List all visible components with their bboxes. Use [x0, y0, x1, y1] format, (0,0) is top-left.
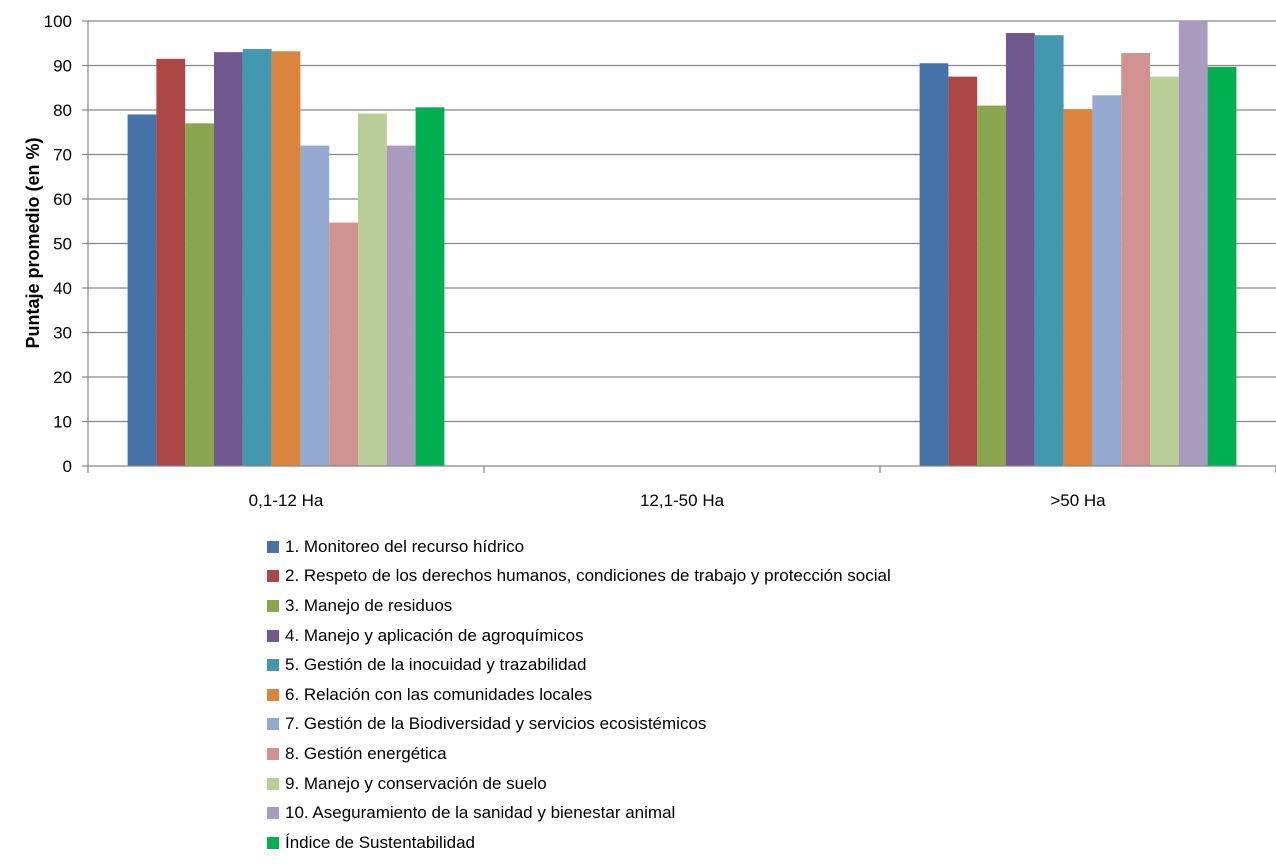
y-tick-label: 70 [53, 146, 72, 165]
legend-swatch [267, 540, 279, 553]
legend-swatch [267, 570, 279, 583]
bar [1006, 33, 1035, 466]
legend-swatch [267, 629, 279, 642]
legend-label: 7. Gestión de la Biodiversidad y servici… [285, 714, 707, 734]
y-tick-label: 90 [53, 57, 72, 76]
legend-swatch [267, 688, 279, 701]
y-tick-labels: 0 10 20 30 40 50 60 70 80 90 100 [44, 12, 72, 476]
legend-label: 4. Manejo y aplicación de agroquímicos [285, 625, 584, 645]
legend-item: 10. Aseguramiento de la sanidad y bienes… [267, 798, 891, 828]
axes [82, 20, 1276, 473]
bar [415, 107, 445, 466]
bar [1063, 109, 1093, 467]
bar [1034, 35, 1064, 467]
bar [242, 49, 272, 466]
legend-item: 4. Manejo y aplicación de agroquímicos [267, 621, 891, 651]
x-tick-label: >50 Ha [1050, 491, 1106, 510]
x-tick-label: 12,1-50 Ha [640, 491, 725, 510]
bar [948, 76, 978, 466]
x-tick-label: 0,1-12 Ha [249, 491, 324, 510]
bar [127, 114, 157, 466]
bar [185, 123, 214, 466]
legend-swatch [267, 659, 279, 672]
legend-item: 1. Monitoreo del recurso hídrico [267, 532, 891, 562]
legend-label: 8. Gestión energética [285, 743, 447, 763]
legend-swatch [267, 718, 279, 731]
bar [386, 145, 416, 466]
legend-swatch [267, 836, 279, 849]
legend-item: 5. Gestión de la inocuidad y trazabilida… [267, 650, 891, 680]
bar [300, 145, 330, 466]
bar [1150, 76, 1179, 466]
bar [271, 51, 301, 466]
bar [358, 113, 387, 466]
legend-item: 8. Gestión energética [267, 739, 891, 769]
legend-label: 9. Manejo y conservación de suelo [285, 773, 547, 793]
legend-item: 9. Manejo y conservación de suelo [267, 769, 891, 799]
y-axis-label: Puntaje promedio (en %) [23, 137, 43, 348]
legend-swatch [267, 807, 279, 820]
legend-label: 10. Aseguramiento de la sanidad y bienes… [285, 803, 676, 823]
legend-item: 3. Manejo de residuos [267, 591, 891, 621]
legend-swatch [267, 747, 279, 760]
y-tick-label: 30 [53, 324, 72, 343]
legend-item: 6. Relación con las comunidades locales [267, 680, 891, 710]
y-tick-label: 50 [53, 235, 72, 254]
legend-swatch [267, 599, 279, 612]
y-tick-label: 0 [63, 457, 72, 476]
y-tick-label: 100 [44, 12, 72, 31]
bar-chart: 0 10 20 30 40 50 60 70 80 90 100 0,1-12 Ha 12,1-50 … [23, 12, 1276, 510]
legend-item: 7. Gestión de la Biodiversidad y servici… [267, 710, 891, 740]
legend-item: 2. Respeto de los derechos humanos, cond… [267, 562, 891, 592]
bar [1092, 95, 1122, 466]
legend-label: 1. Monitoreo del recurso hídrico [285, 536, 525, 556]
legend-label: 3. Manejo de residuos [285, 595, 453, 615]
bar [156, 58, 186, 466]
bar [1121, 53, 1150, 466]
y-tick-label: 80 [53, 101, 72, 120]
legend-label: 6. Relación con las comunidades locales [285, 684, 593, 704]
bar [919, 63, 949, 467]
legend-label: 5. Gestión de la inocuidad y trazabilida… [285, 655, 587, 675]
x-tick-labels: 0,1-12 Ha 12,1-50 Ha >50 Ha [249, 491, 1107, 510]
legend-swatch [267, 777, 279, 790]
bar [1178, 21, 1208, 466]
y-tick-label: 20 [53, 368, 72, 387]
bar [1207, 66, 1237, 467]
legend-item: Índice de Sustentabilidad [267, 828, 891, 858]
y-tick-label: 10 [53, 413, 72, 432]
bar [977, 105, 1006, 467]
bars [127, 21, 1237, 467]
legend-label: Índice de Sustentabilidad [285, 832, 475, 852]
legend: 1. Monitoreo del recurso hídrico 2. Respe… [267, 532, 891, 858]
y-tick-label: 40 [53, 279, 72, 298]
bar [329, 222, 358, 466]
bar [214, 52, 243, 467]
y-tick-label: 60 [53, 190, 72, 209]
legend-label: 2. Respeto de los derechos humanos, cond… [285, 566, 891, 586]
